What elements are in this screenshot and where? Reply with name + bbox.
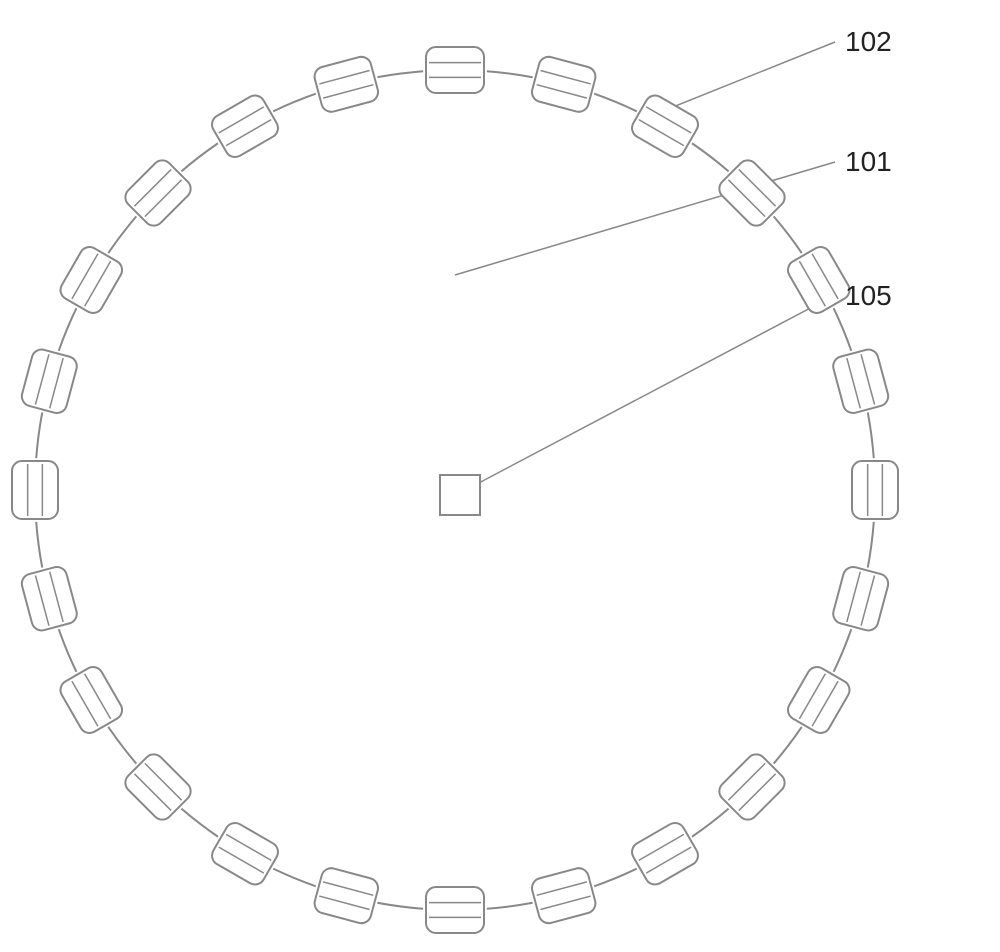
ring-bead (530, 55, 598, 114)
label-105: 105 (845, 280, 892, 312)
ring-arc (834, 308, 852, 351)
ring-arc (487, 71, 533, 77)
ring-arc (59, 629, 77, 672)
center-square (440, 475, 480, 515)
diagram-container: 102 101 105 (0, 0, 1000, 947)
ring-arc (868, 412, 874, 458)
leader-line (455, 162, 835, 275)
ring-arc (273, 94, 316, 112)
ring-arc (59, 308, 77, 351)
ring-bead (121, 156, 195, 230)
ring-bead (628, 819, 701, 888)
ring-arc (774, 216, 802, 253)
ring-bead (715, 750, 789, 824)
ring-arc (36, 412, 42, 458)
ring-bead (312, 866, 380, 925)
label-101: 101 (845, 146, 892, 178)
ring-bead (852, 461, 898, 519)
ring-arc (181, 809, 218, 837)
ring-arc (181, 143, 218, 171)
ring-arc (868, 522, 874, 568)
ring-arc (834, 629, 852, 672)
ring-arc (594, 94, 637, 112)
ring-arc (36, 522, 42, 568)
ring-diagram-svg (0, 0, 1000, 947)
ring-bead (20, 347, 79, 415)
ring-bead (12, 461, 58, 519)
ring-bead (208, 92, 281, 161)
ring-bead (426, 47, 484, 93)
ring-bead (121, 750, 195, 824)
ring-bead (426, 887, 484, 933)
ring-arc (692, 143, 729, 171)
leader-line (475, 295, 835, 485)
ring-arc (692, 809, 729, 837)
ring-bead (20, 565, 79, 633)
ring-bead (715, 156, 789, 230)
ring-bead (784, 663, 853, 736)
label-102: 102 (845, 26, 892, 58)
ring-bead (831, 565, 890, 633)
ring-arc (594, 869, 637, 887)
ring-bead (628, 92, 701, 161)
ring-bead (57, 663, 126, 736)
ring-arc (108, 216, 136, 253)
ring-arc (774, 727, 802, 764)
ring-bead (208, 819, 281, 888)
ring-bead (57, 243, 126, 316)
ring-bead (530, 866, 598, 925)
ring-arc (377, 903, 423, 909)
ring-arc (108, 727, 136, 764)
ring-bead (312, 55, 380, 114)
ring-bead (831, 347, 890, 415)
ring-arc (273, 869, 316, 887)
ring-arc (487, 903, 533, 909)
ring-bead (784, 243, 853, 316)
ring-arc (377, 71, 423, 77)
